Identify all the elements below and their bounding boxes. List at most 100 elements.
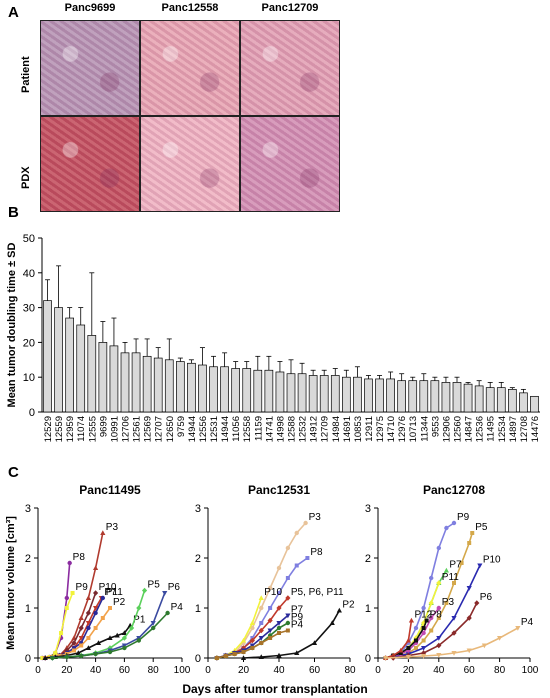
data-point [451, 520, 457, 526]
bar [142, 355, 152, 413]
data-point [277, 631, 281, 635]
bar [109, 345, 119, 413]
y-tick-label: 2 [25, 553, 31, 565]
bar [120, 352, 130, 413]
x-axis-title: Days after tumor transplantation [182, 682, 367, 696]
data-point [95, 640, 102, 645]
data-point [414, 646, 418, 650]
bar [364, 378, 373, 413]
y-tick-label: 30 [23, 303, 35, 315]
data-point [466, 586, 472, 591]
x-tick-label: 40 [90, 665, 102, 676]
data-point [107, 635, 113, 640]
data-point [86, 625, 91, 631]
data-point [421, 630, 426, 636]
data-point [421, 626, 426, 630]
bar [408, 380, 418, 413]
data-point [421, 620, 427, 626]
x-tick-label: 80 [148, 665, 160, 676]
data-point [79, 643, 84, 648]
bar [198, 364, 207, 413]
data-point [64, 595, 70, 601]
data-point [79, 653, 84, 659]
data-point [258, 595, 264, 600]
data-point [277, 591, 281, 595]
data-point [136, 605, 142, 611]
series-label: P8 [310, 547, 323, 558]
data-point [150, 621, 156, 626]
data-point [276, 621, 282, 626]
data-point [93, 606, 99, 611]
series-label: P10 [264, 587, 282, 598]
bar [341, 376, 351, 413]
data-point [249, 620, 255, 625]
bar [397, 380, 407, 413]
histology-image-tile [240, 116, 340, 212]
x-tick-label: 14897 [508, 416, 519, 442]
bar [430, 380, 440, 413]
data-point [429, 615, 434, 621]
data-point [223, 654, 228, 658]
series-label: P2 [342, 600, 355, 611]
data-point [268, 636, 273, 640]
data-point [451, 616, 457, 621]
x-tick-label: 12556 [198, 416, 209, 442]
series-label: P7 [104, 587, 117, 598]
data-point [452, 581, 456, 585]
x-tick-label: 14691 [342, 416, 353, 442]
x-tick-label: 0 [205, 665, 211, 676]
series-label: P5 [475, 522, 488, 533]
data-point [136, 638, 141, 643]
y-axis-title: Mean tumor volume [cm³] [5, 516, 17, 650]
data-point [285, 628, 290, 633]
histology-image-tile [40, 116, 140, 212]
x-tick-label: 14944 [187, 416, 198, 442]
data-point [114, 632, 120, 638]
series-label: P4 [291, 620, 304, 631]
x-tick-label: 10853 [353, 416, 364, 442]
x-tick-label: 40 [273, 665, 285, 676]
bar [209, 366, 218, 413]
x-tick-label: 12531 [209, 416, 220, 442]
series-label: P3 [106, 522, 119, 533]
bar [353, 376, 362, 413]
data-point [53, 651, 58, 655]
histology-image-tile [240, 20, 340, 116]
x-tick-label: 100 [522, 665, 539, 676]
bar [54, 307, 63, 413]
data-point [305, 556, 310, 560]
bar [297, 373, 307, 413]
x-tick-label: 0 [35, 665, 41, 676]
doubling-time-bar-chart: 0 10 20 30 40 50 Mean tumor doubling time ± SD… [6, 233, 541, 442]
x-tick-label: 12707 [154, 416, 165, 442]
data-point [100, 616, 105, 620]
x-tick-label: 12708 [519, 416, 530, 442]
y-tick-label: 40 [23, 268, 35, 280]
data-point [100, 530, 106, 535]
x-tick-label: 12911 [364, 416, 375, 442]
histology-row-label: PDX [20, 166, 32, 189]
x-tick-label: 10713 [408, 416, 419, 442]
data-point [78, 615, 84, 620]
data-point [258, 636, 264, 641]
data-point [85, 645, 91, 650]
data-point [64, 654, 70, 660]
y-tick-label: 0 [365, 653, 371, 665]
data-point [241, 650, 246, 654]
x-tick-label: 12975 [375, 416, 386, 442]
series-label: P10 [99, 582, 117, 593]
data-point [67, 560, 72, 566]
bar [452, 382, 462, 413]
data-point [467, 541, 472, 545]
bar [419, 380, 429, 413]
data-point [329, 620, 335, 625]
data-point [93, 590, 99, 596]
bar [330, 375, 340, 413]
data-point [267, 585, 273, 591]
y-tick-label: 0 [195, 653, 201, 665]
data-point [267, 628, 273, 634]
x-tick-label: 60 [464, 665, 476, 676]
data-point [285, 545, 291, 551]
data-point [459, 561, 464, 565]
data-point [451, 651, 457, 656]
